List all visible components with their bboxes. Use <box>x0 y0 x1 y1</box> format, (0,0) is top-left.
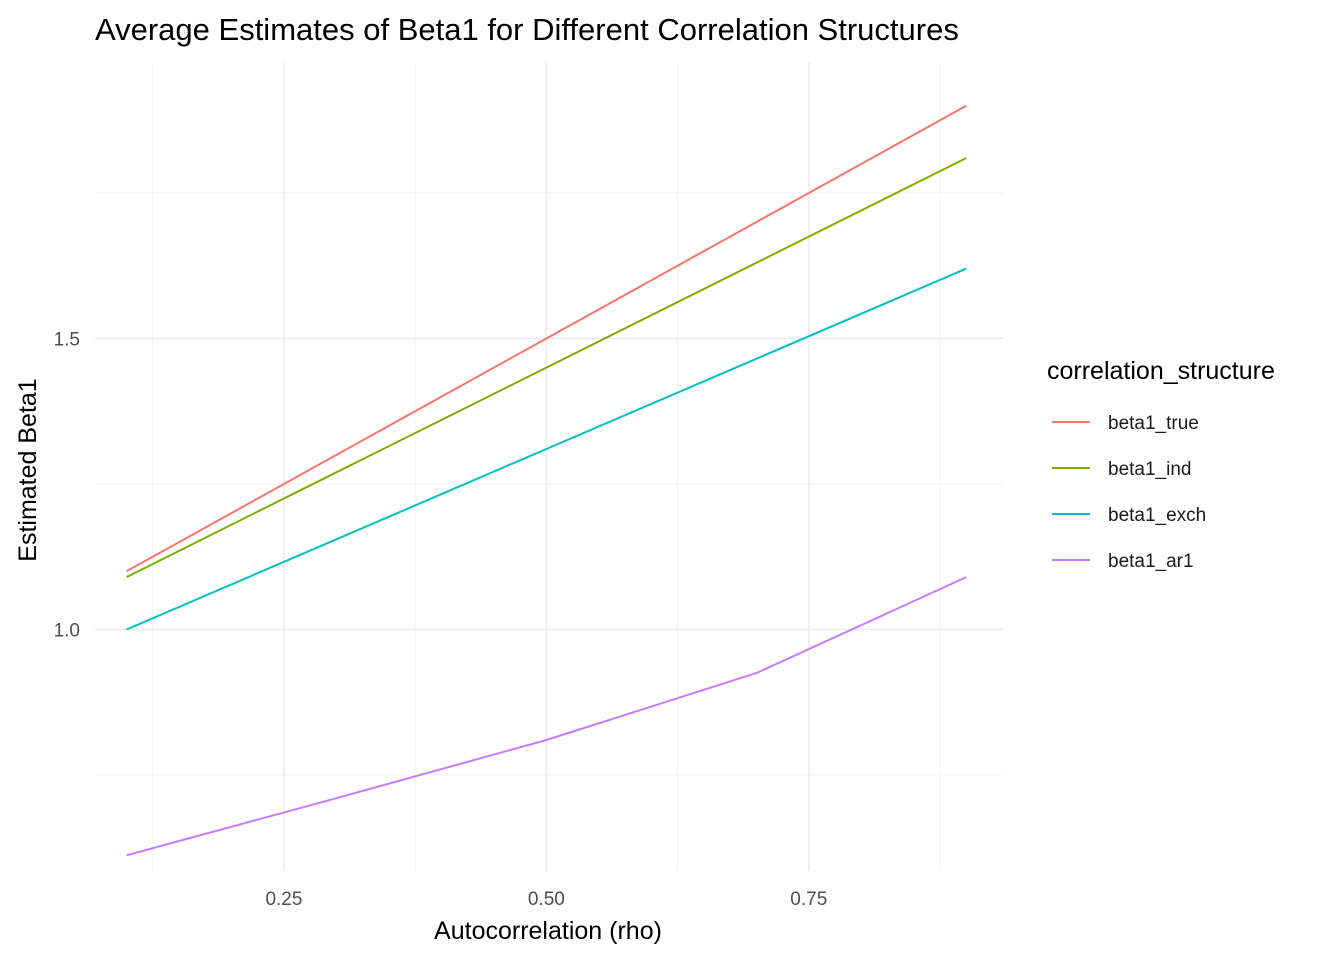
legend-label-beta1_ind: beta1_ind <box>1108 459 1191 480</box>
legend-title: correlation_structure <box>1047 357 1275 385</box>
x-tick-label: 0.25 <box>265 889 302 910</box>
x-tick-label: 0.75 <box>790 889 827 910</box>
y-tick-label: 1.5 <box>54 329 80 350</box>
y-tick-label: 1.0 <box>54 620 80 641</box>
major-gridlines <box>95 62 1003 871</box>
series-line-beta1_ar1 <box>126 576 967 857</box>
x-axis-ticks: 0.25 0.50 0.75 <box>265 889 827 910</box>
chart-title: Average Estimates of Beta1 for Different… <box>95 12 959 47</box>
x-tick-label: 0.50 <box>528 889 565 910</box>
series-line-beta1_ind <box>126 157 967 578</box>
series-line-beta1_exch <box>126 267 967 631</box>
y-axis-ticks: 1.0 1.5 <box>54 329 80 641</box>
legend-label-beta1_true: beta1_true <box>1108 413 1199 434</box>
x-axis-title: Autocorrelation (rho) <box>434 917 662 945</box>
legend: correlation_structure beta1_true beta1_in… <box>1047 357 1275 572</box>
series-lines <box>126 104 967 857</box>
legend-label-beta1_ar1: beta1_ar1 <box>1108 551 1194 572</box>
minor-gridlines <box>95 62 1003 871</box>
legend-label-beta1_exch: beta1_exch <box>1108 505 1206 526</box>
series-line-beta1_true <box>126 104 967 573</box>
y-axis-title: Estimated Beta1 <box>14 378 42 561</box>
legend-items: beta1_true beta1_ind beta1_exch beta1_ar1 <box>1052 413 1206 572</box>
